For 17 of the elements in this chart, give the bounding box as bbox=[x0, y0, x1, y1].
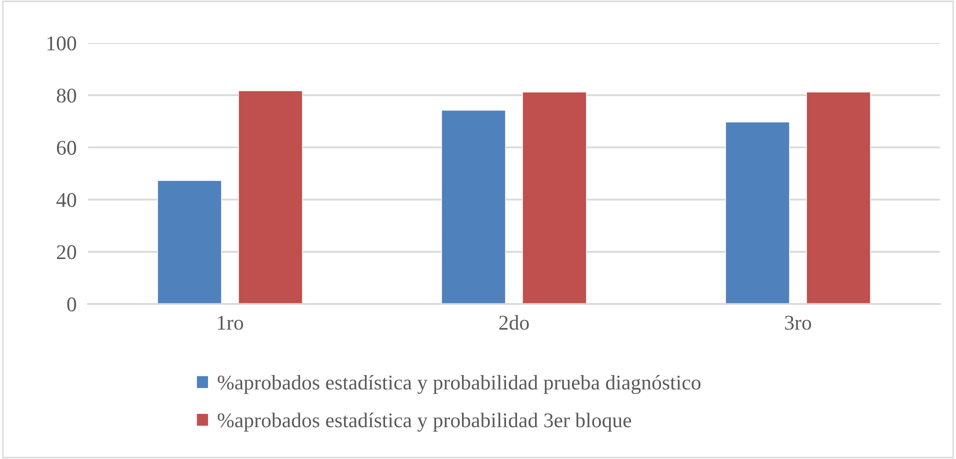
legend-label: %aprobados estadística y probabilidad prueba diagnóstico bbox=[218, 374, 700, 394]
y-tick-label: 20 bbox=[56, 245, 76, 260]
x-tick-label: 1ro bbox=[218, 316, 244, 330]
x-tick-label: 3ro bbox=[785, 316, 812, 330]
y-tick-label: 80 bbox=[56, 88, 76, 103]
x-tick-label: 2do bbox=[499, 315, 529, 330]
bar bbox=[441, 110, 506, 304]
y-tick-label: 40 bbox=[56, 192, 76, 208]
bar bbox=[157, 180, 222, 304]
y-tick-label: 60 bbox=[56, 140, 76, 155]
bar bbox=[725, 122, 790, 304]
bar bbox=[238, 90, 303, 304]
y-tick-label: 0 bbox=[67, 297, 76, 312]
y-tick-label: 100 bbox=[47, 36, 76, 50]
legend-label: %aprobados estadística y probabilidad 3er bloque bbox=[218, 412, 632, 432]
bar bbox=[806, 92, 871, 304]
bar bbox=[522, 92, 587, 304]
